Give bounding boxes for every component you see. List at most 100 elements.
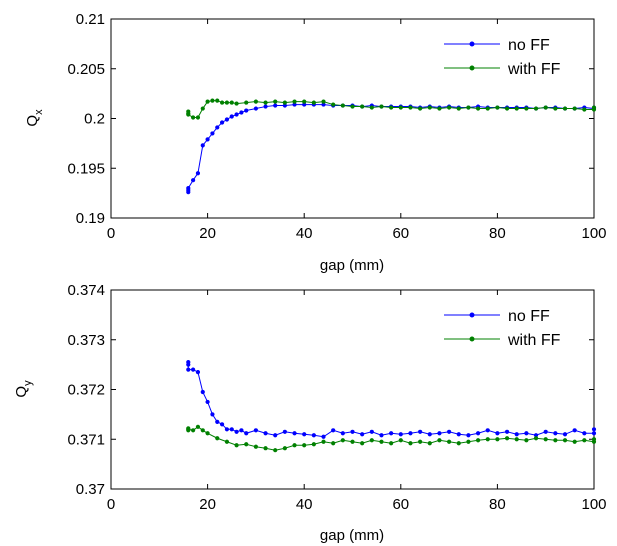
data-point-with-ff-qx [311, 100, 316, 105]
data-point-with-ff-qx [437, 106, 442, 111]
data-point-with-ff-qy [195, 424, 201, 429]
y-tick-label: 0.205 [67, 61, 105, 78]
data-point-with-ff-qy [408, 441, 413, 446]
y-axis-label-qx-sub: x [33, 109, 45, 115]
data-point-with-ff-qx [447, 105, 452, 110]
x-tick-label: 20 [199, 225, 216, 242]
data-point-no-ff-qy [582, 431, 587, 436]
data-point-with-ff-qx [205, 99, 210, 104]
data-point-no-ff-qy [427, 432, 432, 437]
legend-qx: no FF with FF [444, 37, 561, 78]
data-point-with-ff-qx [273, 99, 278, 104]
data-point-no-ff-qy [234, 429, 239, 434]
data-point-with-ff-qx [582, 107, 587, 112]
data-point-with-ff-qy [447, 439, 452, 444]
data-point-with-ff-qy [350, 439, 355, 444]
data-point-no-ff-qy [562, 432, 568, 437]
data-point-with-ff-qy [485, 437, 490, 442]
data-point-with-ff-qy [263, 446, 268, 451]
data-point-no-ff-qy [475, 431, 481, 436]
data-point-with-ff-qx [253, 99, 258, 104]
data-point-no-ff-qx [195, 171, 201, 176]
x-tick-label: 60 [392, 496, 409, 513]
data-point-with-ff-qy [543, 437, 548, 442]
data-point-no-ff-qy [263, 431, 268, 436]
y-axis-label-qy-main: Q [13, 386, 30, 398]
data-point-no-ff-qy [591, 427, 597, 432]
data-point-with-ff-qy [369, 438, 374, 443]
data-point-with-ff-qx [456, 106, 461, 111]
data-point-no-ff-qy [543, 429, 548, 434]
data-point-with-ff-qx [350, 104, 355, 109]
chart-qy: 0 20 40 60 80 100 0.37 0.371 0.372 0.373 0.374 gap… [13, 282, 607, 544]
data-point-with-ff-qy [360, 441, 365, 446]
data-point-with-ff-qy [191, 428, 196, 433]
data-point-no-ff-qy [514, 432, 519, 437]
data-point-with-ff-qx [504, 106, 510, 111]
legend-marker-with-ff-qx [469, 65, 475, 71]
y-tick-label: 0.2 [84, 111, 105, 128]
x-tick-label: 100 [581, 225, 606, 242]
data-point-with-ff-qx [524, 106, 529, 111]
ticks-qy: 0 20 40 60 80 100 0.37 0.371 0.372 0.373 0.374 [67, 282, 606, 513]
data-point-no-ff-qy [350, 429, 355, 434]
data-point-no-ff-qx [263, 104, 268, 109]
data-point-with-ff-qx [369, 105, 374, 110]
data-point-no-ff-qy [229, 427, 234, 432]
x-tick-label: 0 [107, 225, 115, 242]
legend-label-with-ff-qx: with FF [507, 61, 561, 78]
data-point-with-ff-qx [224, 100, 230, 105]
data-point-with-ff-qx [292, 99, 297, 104]
data-point-with-ff-qx [215, 98, 220, 103]
data-point-with-ff-qy [244, 442, 249, 447]
legend-marker-no-ff-qx [469, 41, 475, 47]
data-point-no-ff-qy [398, 432, 403, 437]
series-line-no-ff-qy [187, 362, 595, 438]
data-point-with-ff-qx [340, 103, 345, 108]
data-point-no-ff-qx [239, 110, 244, 115]
data-point-with-ff-qx [495, 105, 500, 110]
x-tick-label: 80 [489, 225, 506, 242]
x-tick-label: 0 [107, 496, 115, 513]
data-point-no-ff-qy [408, 431, 413, 436]
data-point-with-ff-qy [205, 431, 210, 436]
data-point-no-ff-qy [253, 428, 258, 433]
data-point-with-ff-qy [524, 438, 529, 443]
data-point-no-ff-qx [219, 120, 225, 125]
data-point-with-ff-qy [456, 441, 461, 446]
data-point-no-ff-qy [302, 432, 307, 437]
data-point-no-ff-qy [321, 434, 326, 439]
data-point-no-ff-qy [437, 431, 442, 436]
data-point-no-ff-qx [244, 108, 249, 113]
data-point-no-ff-qx [200, 143, 205, 148]
data-point-no-ff-qy [389, 431, 394, 436]
data-point-with-ff-qy [321, 439, 326, 444]
data-point-no-ff-qy [504, 429, 510, 434]
x-tick-label: 100 [581, 496, 606, 513]
data-point-with-ff-qx [572, 106, 577, 111]
data-point-with-ff-qx [475, 106, 481, 111]
plot-area-qy [110, 289, 595, 490]
data-point-with-ff-qy [514, 437, 519, 442]
data-point-with-ff-qy [418, 439, 423, 444]
data-point-no-ff-qx [224, 117, 230, 122]
data-point-with-ff-qy [495, 437, 500, 442]
data-point-no-ff-qy [340, 431, 345, 436]
data-point-no-ff-qy [186, 367, 191, 372]
data-point-no-ff-qx [273, 103, 278, 108]
data-point-no-ff-qy [200, 389, 205, 395]
data-point-with-ff-qy [379, 439, 384, 444]
data-point-with-ff-qy [572, 439, 577, 444]
y-axis-label-qx-main: Q [24, 115, 41, 127]
data-point-no-ff-qy [224, 427, 230, 432]
data-point-with-ff-qx [282, 100, 287, 105]
data-point-with-ff-qx [234, 101, 239, 106]
y-tick-label: 0.373 [67, 332, 105, 349]
legend-marker-with-ff-qy [469, 336, 475, 342]
y-tick-label: 0.195 [67, 160, 105, 177]
data-point-with-ff-qy [533, 436, 539, 441]
data-point-with-ff-qx [514, 106, 519, 111]
data-point-no-ff-qy [239, 428, 244, 433]
data-point-no-ff-qx [191, 178, 196, 183]
data-point-with-ff-qx [302, 99, 307, 104]
